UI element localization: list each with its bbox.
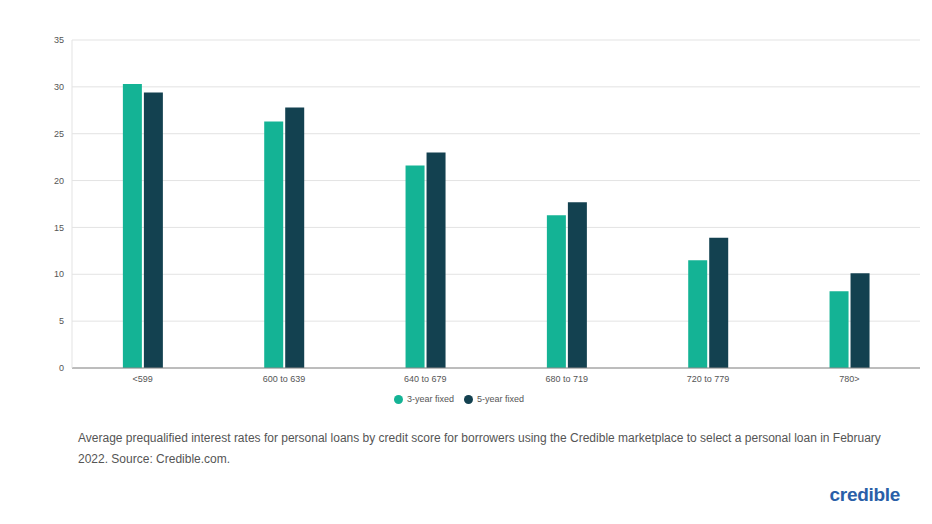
html-text:Average prequalified interest: Average prequalified interest rates for … [78,431,881,466]
svg-text:30: 30 [54,82,64,92]
svg-text:15: 15 [54,223,64,233]
svg-text:0: 0 [59,363,64,373]
svg-text:5: 5 [59,316,64,326]
svg-text:<599: <599 [133,374,153,384]
svg-text:720 to 779: 720 to 779 [687,374,730,384]
svg-text:35: 35 [54,35,64,45]
svg-text:600 to 639: 600 to 639 [263,374,306,384]
svg-text:680 to 719: 680 to 719 [545,374,588,384]
html-text:credible: credible [829,484,900,505]
svg-text:640 to 679: 640 to 679 [404,374,447,384]
svg-text:25: 25 [54,129,64,139]
svg-text:780>: 780> [839,374,859,384]
svg-text:20: 20 [54,176,64,186]
html-text:5-year fixed: 5-year fixed [477,394,524,404]
svg-text:10: 10 [54,269,64,279]
html-text:3-year fixed: 3-year fixed [407,394,454,404]
